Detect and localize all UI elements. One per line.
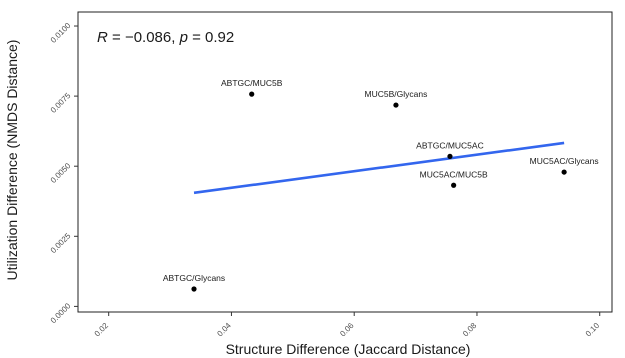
data-point [451,182,457,188]
point-label: ABTGC/Glycans [163,273,225,283]
point-label: MUC5AC/Glycans [530,156,599,166]
point-label: ABTGC/MUC5AC [416,140,484,150]
regression-line [193,141,565,195]
data-point [249,91,255,97]
p-symbol: p [179,29,188,46]
point-label: ABTGC/MUC5B [221,78,283,88]
correlation-annotation: R = −0.086, p = 0.92 [97,29,234,46]
r-symbol: R [97,29,108,46]
data-point [447,153,453,159]
x-axis-title: Structure Difference (Jaccard Distance) [226,341,471,357]
data-point [191,286,197,292]
r-value: = −0.086, [108,29,180,46]
point-label: MUC5AC/MUC5B [420,169,488,179]
point-label: MUC5B/Glycans [365,89,428,99]
data-point [393,102,399,108]
p-value: = 0.92 [188,29,234,46]
y-axis-title: Utilization Difference (NMDS Distance) [4,40,20,281]
plot-panel-border [77,11,613,313]
data-point [561,169,567,175]
